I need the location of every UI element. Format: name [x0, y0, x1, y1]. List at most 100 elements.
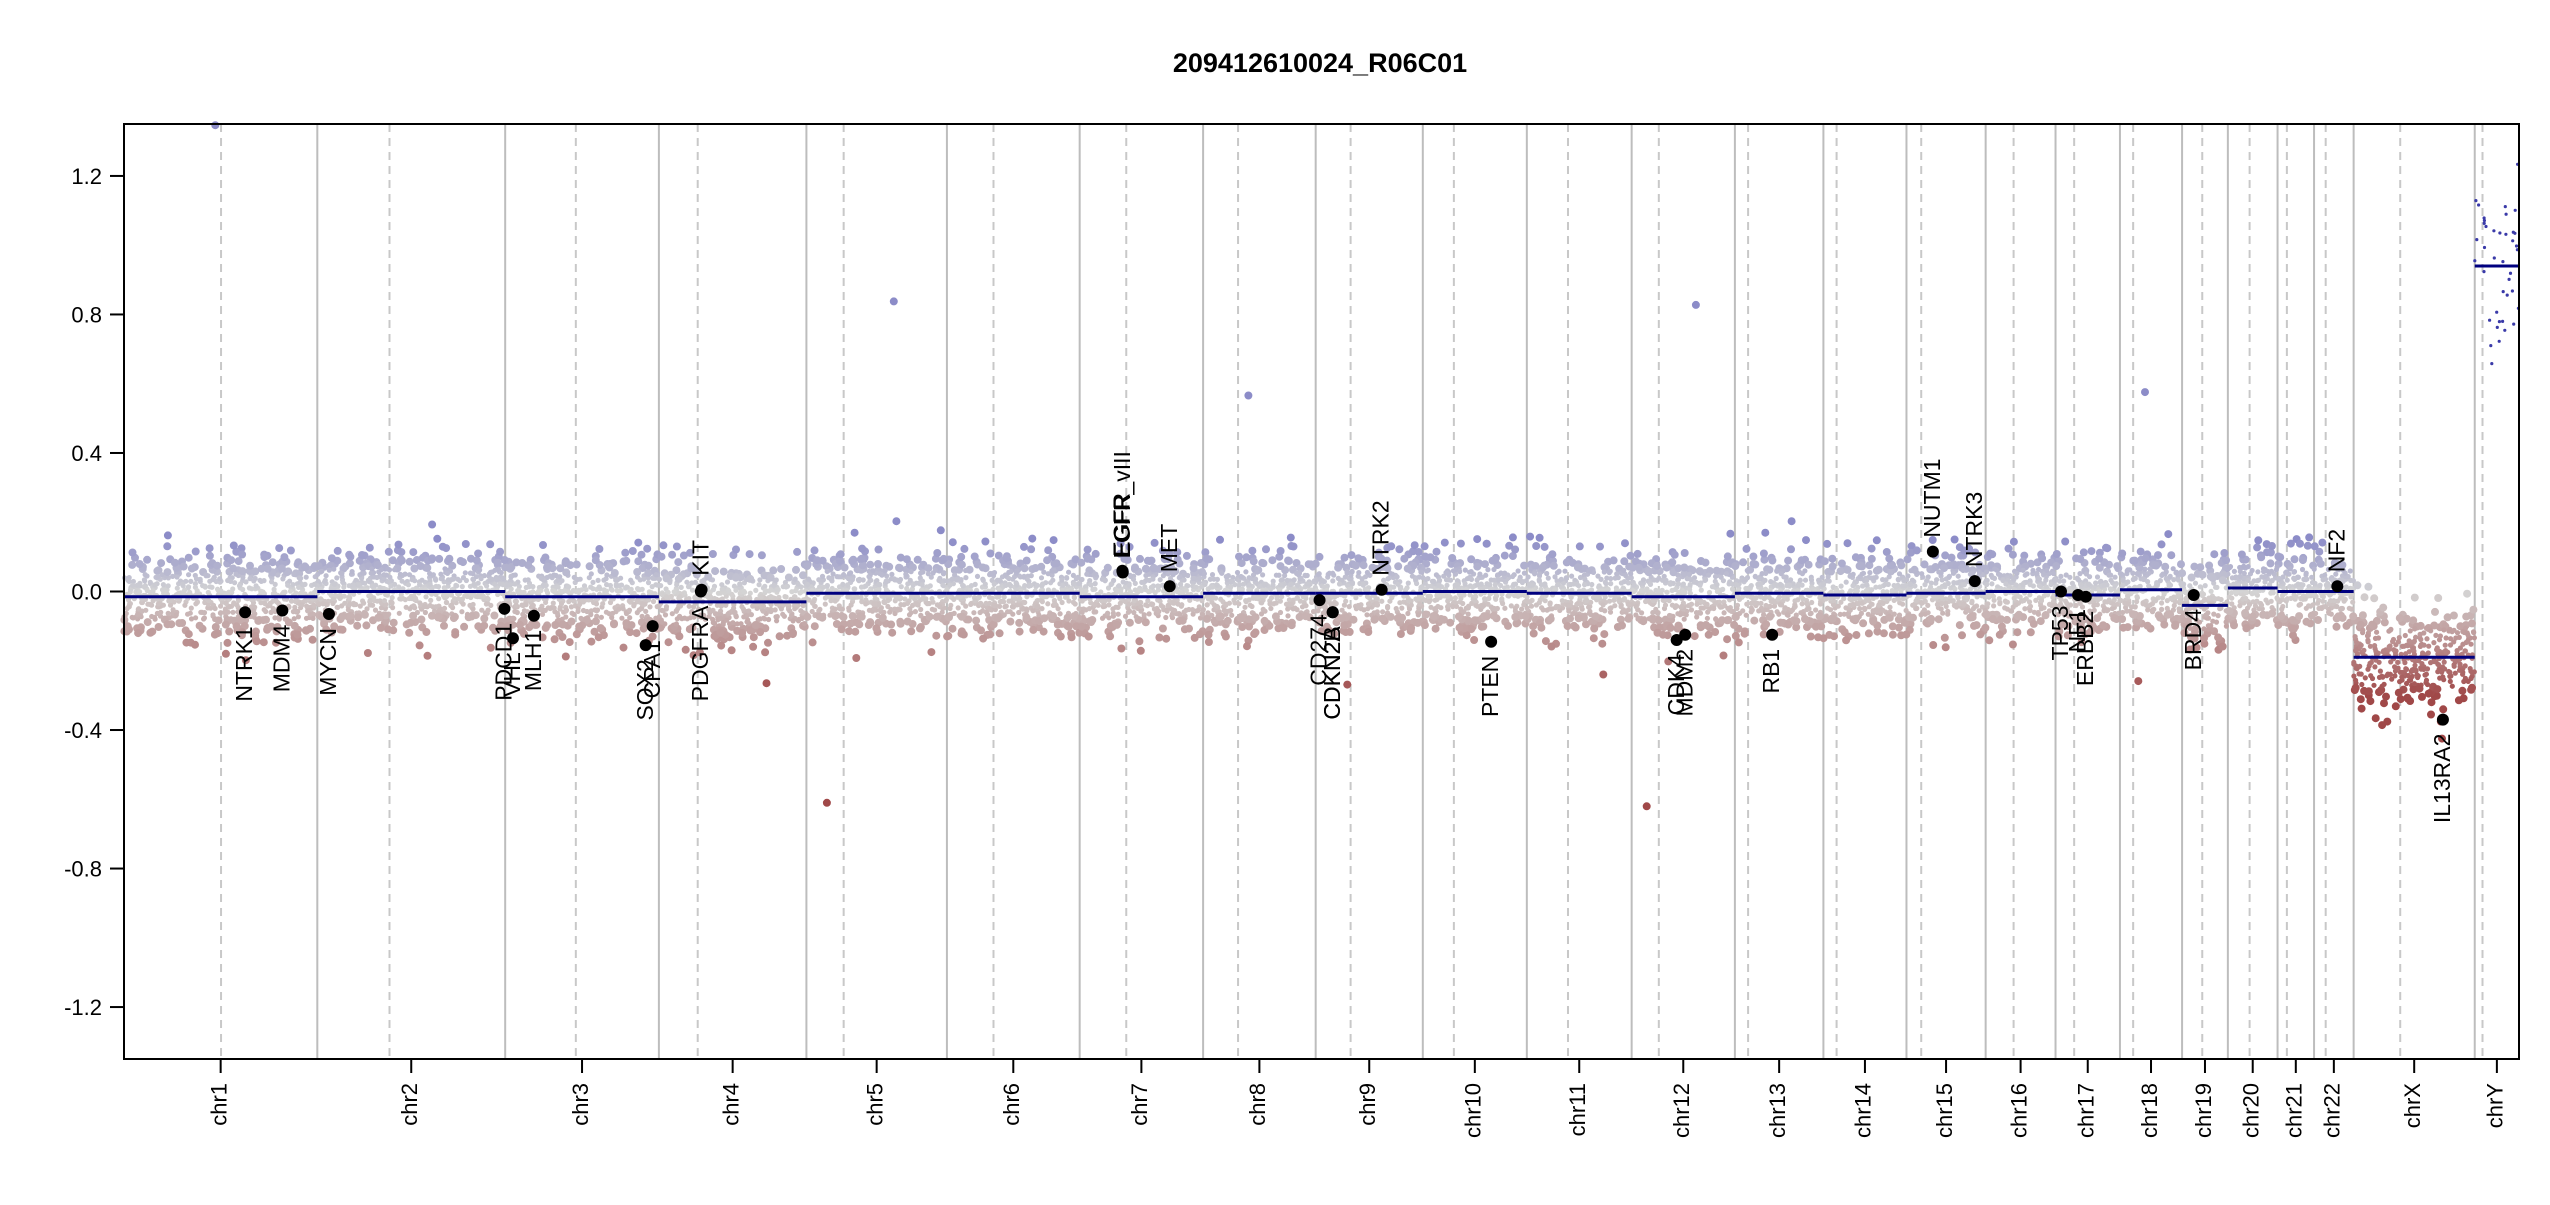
gene-point-ntrk3: [1968, 575, 1981, 588]
probe-point-group: [124, 605, 2345, 612]
probe-point-group: [2380, 673, 2446, 680]
y-axis: 1.2 0.8 0.4 0.0 -0.4 -0.8 -1.2: [64, 164, 125, 1020]
x-tick-label-chr4: chr4: [718, 1083, 743, 1126]
chart-title: 209412610024_R06C01: [1173, 48, 1467, 78]
gene-label-brd4: BRD4: [2180, 609, 2206, 671]
probe-point-group: [2463, 589, 2472, 598]
probe-point-group: [160, 581, 2304, 588]
probe-point-group: [2353, 636, 2454, 642]
gene-point-cdkn2b: [1326, 606, 1339, 619]
gene-label-nf2: NF2: [2323, 529, 2349, 572]
probe-point-group: [1343, 680, 1352, 689]
x-tick-label-chr6: chr6: [999, 1083, 1024, 1126]
probe-point-group: [762, 679, 771, 688]
probe-point-group: [268, 557, 2109, 567]
gene-point-erbb2: [2079, 590, 2092, 603]
probe-point-group: [354, 613, 2452, 622]
gene-point-mdm4: [276, 604, 289, 617]
probe-point-group: [2365, 666, 2442, 673]
y-tick-label: -1.2: [64, 995, 102, 1020]
gene-point-mlh1: [527, 609, 540, 622]
probe-point-group: [2223, 623, 2229, 629]
probe-point-group: [155, 604, 2327, 611]
probe-point-group: [1421, 610, 2175, 619]
probe-point-group: [2365, 637, 2371, 643]
probe-point-group: [727, 645, 2223, 655]
probe-point-group: [2352, 633, 2358, 640]
gene-label-ntrk1: NTRK1: [231, 626, 257, 701]
probe-point-group: [135, 611, 2103, 618]
x-tick-label-chr14: chr14: [1851, 1083, 1876, 1138]
probe-point-group: [2360, 593, 2419, 602]
probe-point-group: [2357, 641, 2474, 647]
probe-point-group: [2414, 672, 2420, 678]
probe-point-group: [710, 619, 736, 626]
y-tick-label: 0.0: [71, 580, 102, 605]
probe-point-group: [2416, 658, 2422, 664]
x-tick-label-chr16: chr16: [2006, 1083, 2031, 1138]
gene-label-cd274: CD274: [1306, 614, 1332, 686]
gene-label-mdm2: MDM2: [1671, 649, 1697, 717]
x-tick-label-chr1: chr1: [206, 1083, 231, 1126]
probe-point-group: [131, 595, 2308, 602]
gene-point-cpa1: [646, 620, 659, 633]
x-tick-label-chr10: chr10: [1461, 1083, 1486, 1138]
gene-point-nf2: [2331, 580, 2344, 593]
x-tick-label-chr17: chr17: [2074, 1083, 2099, 1138]
gene-point-nutm1: [1926, 545, 1939, 558]
gene-point-brd4: [2187, 588, 2200, 601]
gene-label-rb1: RB1: [1758, 649, 1784, 694]
probe-point-group: [2374, 629, 2380, 635]
probe-point-group: [238, 567, 2229, 576]
probe-point-group: [269, 568, 1734, 577]
gene-point-cd274: [1313, 594, 1326, 607]
probe-point-group: [315, 610, 2475, 620]
probe-point-group: [135, 615, 1719, 622]
probe-point-group: [128, 584, 2348, 591]
probe-point-group: [822, 691, 2468, 811]
x-tick-label-chr3: chr3: [568, 1083, 593, 1126]
probe-point-group: [136, 588, 2329, 595]
x-tick-label-chrY: chrY: [2483, 1083, 2508, 1129]
gene-label-ntrk2: NTRK2: [1368, 500, 1394, 575]
probe-point-group: [2438, 667, 2463, 673]
y-tick-label: 0.4: [71, 441, 102, 466]
probe-point-group: [241, 656, 250, 665]
probe-point-group: [363, 649, 372, 657]
probe-point-group: [2397, 678, 2471, 685]
gene-label-mlh1: MLH1: [520, 630, 546, 691]
y-tick-label: -0.4: [64, 718, 102, 743]
y-tick-label: 0.8: [71, 302, 102, 327]
probe-point-group: [2407, 628, 2452, 634]
probe-point-group: [238, 550, 2246, 559]
probe-point-group: [221, 649, 230, 658]
gene-label-cpa1: CPA1: [639, 640, 665, 698]
probe-point-group: [662, 574, 671, 583]
probe-point-group: [2408, 668, 2477, 675]
gene-point-kit: [695, 583, 708, 596]
probe-point-group: [1117, 644, 1126, 653]
probe-point-group: [1547, 642, 2227, 651]
gene-label-nf1: NF1: [2064, 609, 2090, 652]
gene-label-mycn: MYCN: [315, 628, 341, 696]
gene-label-mdm4: MDM4: [268, 624, 294, 692]
gene-point-tp53: [2054, 585, 2067, 598]
probe-point-group: [184, 629, 2212, 639]
probe-point-group: [128, 548, 2275, 557]
probe-point-group: [2417, 631, 2423, 638]
probe-point-group: [1552, 639, 2209, 648]
gene-label-cdk4: CDK4: [1663, 654, 1689, 716]
probe-point-group: [2358, 642, 2454, 648]
x-tick-label-chr21: chr21: [2282, 1083, 2307, 1138]
probe-point-group: [2390, 638, 2471, 645]
segment-lines: [124, 264, 2519, 659]
gene-point-pdcd1: [498, 602, 511, 615]
probe-point-group: [2396, 634, 2477, 641]
probe-point-group: [2367, 643, 2432, 649]
probe-point-group: [2187, 625, 2469, 631]
gene-point-sox2: [639, 639, 652, 652]
probe-point-group: [2404, 680, 2417, 687]
